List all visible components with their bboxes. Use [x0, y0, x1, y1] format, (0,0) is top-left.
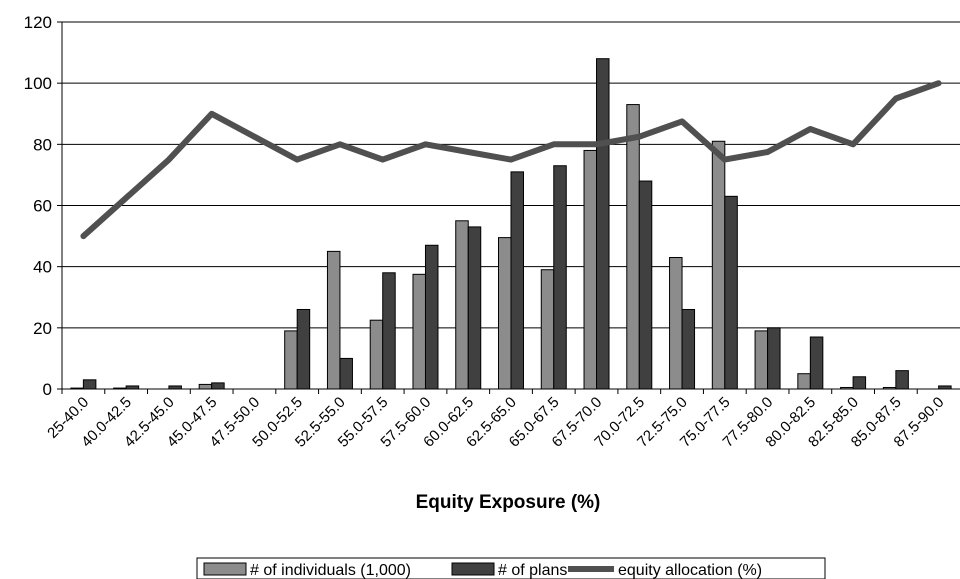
x-axis-label: Equity Exposure (%) [416, 492, 601, 513]
y-tick-label: 60 [33, 197, 52, 216]
bar-individuals [326, 250, 341, 390]
y-tick-label: 80 [33, 135, 52, 154]
equity-allocation-line-path [80, 80, 942, 240]
bar-plans [724, 195, 738, 390]
bar-plans [510, 171, 524, 390]
x-tick-labels: 25-40.040.0-42.542.5-45.045.0-47.547.5-5… [44, 394, 947, 451]
bar-plans [382, 272, 396, 390]
bar-plans [296, 308, 311, 390]
bar-plans [467, 226, 482, 390]
legend-swatch-plans [451, 562, 495, 576]
equity-allocation-line [80, 80, 942, 240]
bar-individuals [797, 373, 811, 390]
bar-plans [681, 308, 696, 390]
bar-individuals [711, 140, 726, 390]
bar-individuals [754, 330, 769, 390]
bar-plans [339, 357, 353, 390]
bar-individuals [369, 319, 384, 390]
axes [57, 21, 960, 394]
legend-label-individuals: # of individuals (1,000) [250, 562, 411, 579]
bar-plans [82, 379, 97, 390]
bar-plans [852, 376, 867, 390]
legend-label-equity-allocation: equity allocation (%) [618, 562, 762, 579]
bar-plans [553, 165, 567, 390]
bar-individuals [669, 256, 683, 390]
bar-individuals [198, 383, 213, 390]
bar-plans [638, 180, 653, 390]
y-tick-label: 120 [24, 13, 52, 32]
bar-plans [424, 244, 439, 390]
bar-individuals [412, 273, 426, 390]
bar-plans [767, 327, 781, 390]
y-tick-label: 40 [33, 258, 52, 277]
bar-individuals [284, 330, 298, 390]
bars [70, 58, 952, 390]
legend-label-plans: # of plans [498, 562, 567, 579]
y-tick-label: 20 [33, 319, 52, 338]
legend-box [196, 557, 826, 579]
bar-individuals [455, 220, 469, 390]
y-tick-labels: 0 20 40 60 80 100 120 [24, 13, 52, 399]
legend-swatch-individuals [203, 562, 247, 576]
y-tick-label: 0 [43, 380, 52, 399]
bar-individuals [540, 269, 555, 390]
bar-plans [895, 370, 909, 390]
bar-plans [596, 58, 610, 390]
legend: # of individuals (1,000) # of plans equi… [196, 557, 826, 579]
bar-plans [809, 336, 824, 390]
bar-individuals [583, 149, 598, 390]
y-tick-label: 100 [24, 74, 52, 93]
bar-individuals [626, 104, 640, 390]
bar-plans [211, 382, 225, 390]
bar-individuals [498, 237, 512, 390]
